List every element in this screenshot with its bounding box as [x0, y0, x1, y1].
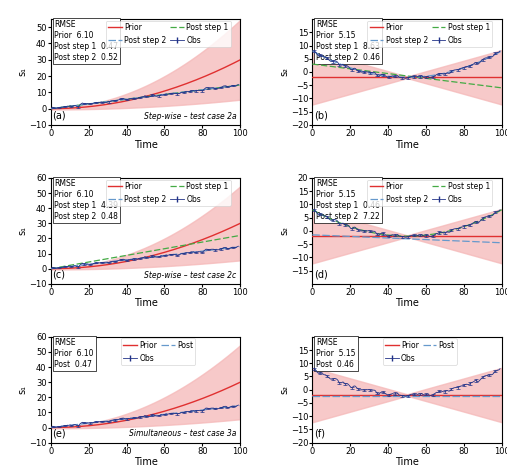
Y-axis label: s₂: s₂ [279, 68, 289, 77]
Text: RMSE
Prior  5.15
Post step 1  8.63
Post step 2  0.46: RMSE Prior 5.15 Post step 1 8.63 Post st… [316, 20, 380, 62]
X-axis label: Time: Time [395, 457, 419, 467]
Y-axis label: s₂: s₂ [279, 227, 289, 235]
Text: Simultaneous – test case 3a: Simultaneous – test case 3a [129, 429, 236, 438]
X-axis label: Time: Time [133, 139, 158, 149]
Text: Step-wise – test case 2c: Step-wise – test case 2c [144, 270, 236, 279]
Legend: Prior, Post step 2, Post step 1, Obs: Prior, Post step 2, Post step 1, Obs [368, 21, 492, 47]
Y-axis label: s₁: s₁ [18, 385, 28, 394]
Legend: Prior, Post step 2, Post step 1, Obs: Prior, Post step 2, Post step 1, Obs [105, 179, 231, 206]
X-axis label: Time: Time [133, 298, 158, 308]
Text: (f): (f) [314, 428, 325, 438]
X-axis label: Time: Time [395, 298, 419, 308]
Y-axis label: s₁: s₁ [18, 68, 28, 77]
Text: RMSE
Prior  6.10
Post step 1  0.47
Post step 2  0.52: RMSE Prior 6.10 Post step 1 0.47 Post st… [54, 20, 119, 62]
Legend: Prior, Post step 2, Post step 1, Obs: Prior, Post step 2, Post step 1, Obs [368, 179, 492, 206]
Y-axis label: s₁: s₁ [18, 227, 28, 235]
Text: (a): (a) [53, 111, 66, 121]
Text: (d): (d) [314, 269, 328, 279]
Text: RMSE
Prior  5.15
Post step 1  0.46
Post step 2  7.22: RMSE Prior 5.15 Post step 1 0.46 Post st… [316, 179, 380, 221]
Legend: Prior, Obs, Post: Prior, Obs, Post [382, 338, 457, 365]
Text: (e): (e) [53, 428, 66, 438]
Text: (b): (b) [314, 111, 328, 121]
Text: RMSE
Prior  6.10
Post step 1  4.39
Post step 2  0.48: RMSE Prior 6.10 Post step 1 4.39 Post st… [54, 179, 119, 221]
Text: Step-wise – test case 2a: Step-wise – test case 2a [144, 112, 236, 121]
Text: RMSE
Prior  5.15
Post  0.46: RMSE Prior 5.15 Post 0.46 [316, 338, 355, 369]
Text: RMSE
Prior  6.10
Post  0.47: RMSE Prior 6.10 Post 0.47 [54, 338, 94, 369]
Y-axis label: s₂: s₂ [279, 385, 289, 394]
Text: (c): (c) [53, 269, 65, 279]
Legend: Prior, Obs, Post: Prior, Obs, Post [121, 338, 195, 365]
X-axis label: Time: Time [395, 139, 419, 149]
X-axis label: Time: Time [133, 457, 158, 467]
Legend: Prior, Post step 2, Post step 1, Obs: Prior, Post step 2, Post step 1, Obs [105, 21, 231, 47]
